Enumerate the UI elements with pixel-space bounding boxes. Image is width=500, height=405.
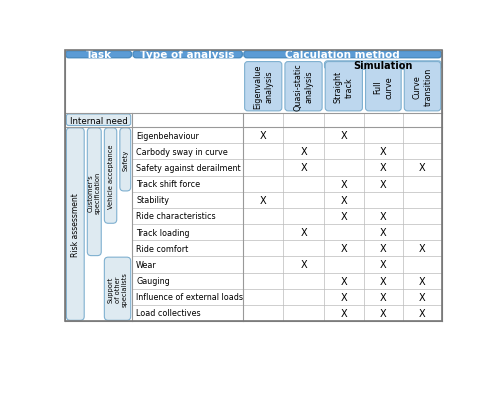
FancyBboxPatch shape xyxy=(324,62,442,70)
FancyBboxPatch shape xyxy=(66,115,130,126)
FancyBboxPatch shape xyxy=(88,128,101,256)
Text: X: X xyxy=(380,276,386,286)
Text: X: X xyxy=(300,147,307,157)
Text: Customer's
specification: Customer's specification xyxy=(88,171,101,213)
Text: X: X xyxy=(340,276,347,286)
Text: Support
of other
specialists: Support of other specialists xyxy=(108,272,128,307)
Text: Load collectives: Load collectives xyxy=(136,309,201,318)
Text: X: X xyxy=(419,292,426,302)
FancyBboxPatch shape xyxy=(104,258,130,320)
Text: X: X xyxy=(419,244,426,254)
Text: X: X xyxy=(380,179,386,189)
Text: X: X xyxy=(380,163,386,173)
Text: X: X xyxy=(380,260,386,270)
Text: Task: Task xyxy=(86,50,112,60)
Text: X: X xyxy=(340,244,347,254)
Text: Wear: Wear xyxy=(136,260,157,269)
Text: Curve
transition: Curve transition xyxy=(412,68,432,106)
FancyBboxPatch shape xyxy=(366,62,401,112)
Text: X: X xyxy=(380,211,386,222)
Text: Quasi-static
analysis: Quasi-static analysis xyxy=(294,63,314,111)
Text: Type of analysis: Type of analysis xyxy=(140,50,235,60)
Text: Simulation: Simulation xyxy=(354,61,412,71)
Text: X: X xyxy=(340,179,347,189)
FancyBboxPatch shape xyxy=(325,62,362,112)
Text: Ride comfort: Ride comfort xyxy=(136,244,188,253)
Text: X: X xyxy=(419,276,426,286)
Text: Risk assessment: Risk assessment xyxy=(71,193,80,256)
Text: Full
curve: Full curve xyxy=(374,76,394,98)
Text: X: X xyxy=(380,292,386,302)
Text: X: X xyxy=(340,308,347,318)
Text: X: X xyxy=(300,228,307,238)
Text: X: X xyxy=(300,163,307,173)
Bar xyxy=(65,51,442,321)
Text: X: X xyxy=(260,195,266,205)
Text: Straight
track: Straight track xyxy=(334,71,354,103)
Text: X: X xyxy=(419,163,426,173)
Text: Track shift force: Track shift force xyxy=(136,180,200,189)
Text: X: X xyxy=(340,195,347,205)
Text: X: X xyxy=(419,308,426,318)
Text: X: X xyxy=(380,147,386,157)
Text: Internal need: Internal need xyxy=(70,116,128,125)
Text: Influence of external loads: Influence of external loads xyxy=(136,292,243,302)
Text: Vehicle acceptance: Vehicle acceptance xyxy=(108,144,114,208)
Text: X: X xyxy=(340,211,347,222)
FancyBboxPatch shape xyxy=(404,62,440,112)
FancyBboxPatch shape xyxy=(133,52,242,59)
Text: Eigenbehaviour: Eigenbehaviour xyxy=(136,131,199,140)
Text: Safety against derailment: Safety against derailment xyxy=(136,164,241,173)
Text: Ride characteristics: Ride characteristics xyxy=(136,212,216,221)
Text: Carbody sway in curve: Carbody sway in curve xyxy=(136,147,228,156)
Text: X: X xyxy=(260,131,266,141)
FancyBboxPatch shape xyxy=(244,52,442,59)
FancyBboxPatch shape xyxy=(285,62,322,112)
Text: Eigenvalue
analysis: Eigenvalue analysis xyxy=(253,65,274,109)
Text: Stability: Stability xyxy=(136,196,169,205)
Text: X: X xyxy=(380,228,386,238)
Text: X: X xyxy=(340,131,347,141)
FancyBboxPatch shape xyxy=(120,128,130,192)
FancyBboxPatch shape xyxy=(104,128,117,224)
Text: X: X xyxy=(300,260,307,270)
Text: X: X xyxy=(340,292,347,302)
Text: Gauging: Gauging xyxy=(136,277,170,286)
Text: X: X xyxy=(380,308,386,318)
FancyBboxPatch shape xyxy=(244,62,282,112)
Text: Calculation method: Calculation method xyxy=(286,50,400,60)
Text: X: X xyxy=(380,244,386,254)
FancyBboxPatch shape xyxy=(66,52,132,59)
Text: Track loading: Track loading xyxy=(136,228,190,237)
Text: Safety: Safety xyxy=(122,149,128,171)
FancyBboxPatch shape xyxy=(66,128,84,320)
